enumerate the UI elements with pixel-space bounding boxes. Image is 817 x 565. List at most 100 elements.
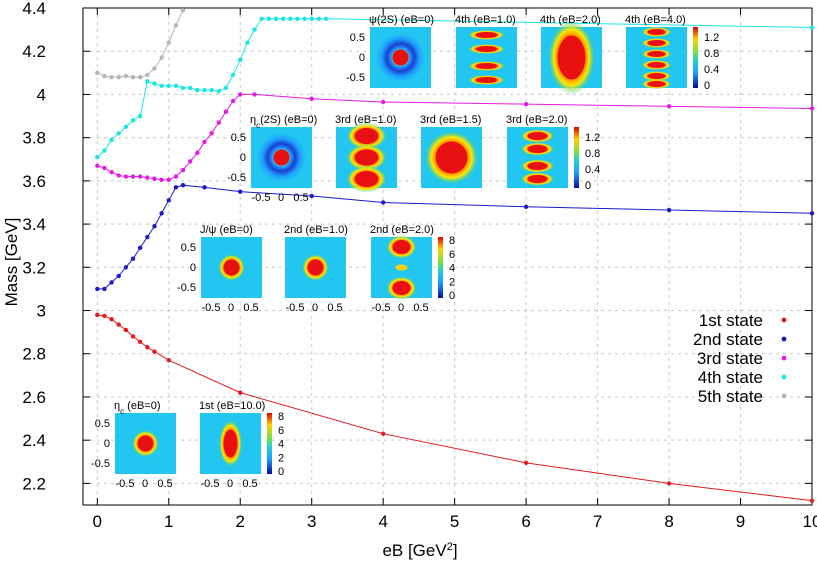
colorbar — [574, 127, 579, 188]
inset-title: 3rd (eB=1.5) — [420, 114, 481, 126]
density-core — [392, 49, 409, 66]
inset-x-tick-label: 0 — [228, 302, 234, 314]
data-point — [180, 182, 186, 188]
x-tick-label: 2 — [236, 512, 245, 531]
data-point — [173, 83, 179, 88]
data-point — [130, 174, 136, 179]
colorbar-tick-label: 1.2 — [704, 32, 719, 44]
data-point — [159, 211, 164, 216]
data-point — [202, 185, 207, 190]
inset-x-tick-label: 0 — [312, 302, 318, 314]
inset-y-tick-label: -0.5 — [177, 282, 196, 294]
data-point — [180, 85, 186, 91]
axes: 0 1 2 3 4 5 6 7 8 9 10 2.2 2.4 2.6 2.8 3 3.2 3.4 3.6 3.8 4 4.… — [22, 0, 817, 531]
density-core — [223, 429, 238, 458]
density-core — [223, 259, 240, 276]
inset-y-tick-label: 0 — [104, 438, 110, 450]
data-point — [202, 139, 207, 145]
inset-y-tick-label: 0 — [359, 52, 365, 64]
data-point — [238, 189, 243, 194]
data-point — [523, 101, 529, 107]
data-point — [109, 316, 114, 322]
inset-title: 2nd (eB=1.0) — [284, 224, 348, 236]
data-point — [216, 88, 221, 94]
data-point — [130, 334, 136, 339]
data-point — [259, 16, 264, 22]
data-point — [137, 113, 143, 119]
density-core — [647, 62, 666, 68]
x-tick-label: 10 — [803, 512, 817, 531]
y-axis-label: Mass [GeV] — [2, 218, 21, 307]
data-point — [145, 175, 150, 180]
data-point — [95, 70, 100, 76]
inset-title: 4th (eB=1.0) — [455, 14, 516, 26]
data-point — [173, 185, 179, 190]
data-point — [159, 55, 164, 60]
data-point — [180, 7, 186, 13]
colorbar-tick-label: 4 — [278, 439, 284, 451]
legend-label: 4th state — [698, 368, 763, 387]
colorbar-tick-label: 0.4 — [585, 164, 600, 176]
y-tick-label: 2.2 — [22, 474, 46, 493]
data-point — [123, 73, 129, 79]
data-point — [209, 131, 214, 136]
inset-title: ηc (eB=0) — [114, 400, 161, 416]
colorbar-tick-label: 6 — [449, 249, 455, 261]
density-core — [647, 81, 666, 87]
data-point — [95, 312, 100, 318]
data-point — [152, 224, 157, 229]
x-tick-label: 0 — [93, 512, 102, 531]
legend-label: 3rd state — [697, 349, 763, 368]
data-point — [166, 83, 171, 88]
inset-y-tick-label: 0.5 — [350, 32, 365, 44]
series-5 — [95, 7, 186, 80]
data-point — [223, 85, 229, 91]
data-point — [252, 92, 257, 97]
colorbar-tick-label: 0 — [449, 290, 455, 302]
data-point — [166, 40, 171, 45]
x-tick-label: 9 — [736, 512, 745, 531]
series-group — [95, 7, 815, 503]
legend-marker — [781, 374, 787, 380]
data-point — [130, 118, 136, 123]
density-core — [137, 435, 154, 452]
data-point — [380, 431, 386, 436]
inset-12: 4th (eB=2.0) — [540, 14, 602, 95]
y-tick-label: 2.8 — [22, 345, 46, 364]
inset-x-tick-label: 0.5 — [327, 302, 342, 314]
data-point — [188, 159, 193, 164]
data-point — [109, 137, 114, 143]
data-point — [230, 98, 236, 104]
data-point — [380, 99, 386, 105]
data-point — [238, 92, 243, 97]
data-point — [166, 358, 171, 363]
colorbar — [267, 413, 272, 474]
data-point — [523, 204, 529, 209]
data-point — [159, 177, 164, 182]
data-point — [130, 256, 136, 261]
data-point — [238, 57, 243, 63]
density-core — [527, 145, 548, 153]
colorbar-tick-label: 8 — [449, 235, 455, 247]
data-point — [145, 234, 150, 240]
data-point — [280, 16, 286, 22]
y-tick-label: 4 — [37, 85, 46, 104]
x-tick-label: 3 — [307, 512, 316, 531]
colorbar — [693, 27, 698, 88]
density-core — [647, 40, 666, 46]
data-point — [159, 83, 164, 88]
inset-x-tick-label: 0.5 — [293, 192, 308, 204]
legend-marker — [781, 336, 787, 342]
data-point — [95, 286, 100, 292]
density-core — [435, 141, 468, 174]
y-tick-label: 4.2 — [22, 42, 46, 61]
inset-8: 3rd (eB=1.5) — [420, 114, 482, 188]
data-point — [130, 74, 136, 80]
colorbar-tick-label: 8 — [278, 411, 284, 423]
inset-y-tick-label: 0.5 — [231, 132, 246, 144]
data-point — [145, 345, 150, 350]
data-point — [523, 460, 529, 466]
inset-13: 4th (eB=4.0) 1.2 0.8 0.4 0 — [625, 14, 719, 92]
colorbar-tick-label: 0 — [585, 180, 591, 192]
